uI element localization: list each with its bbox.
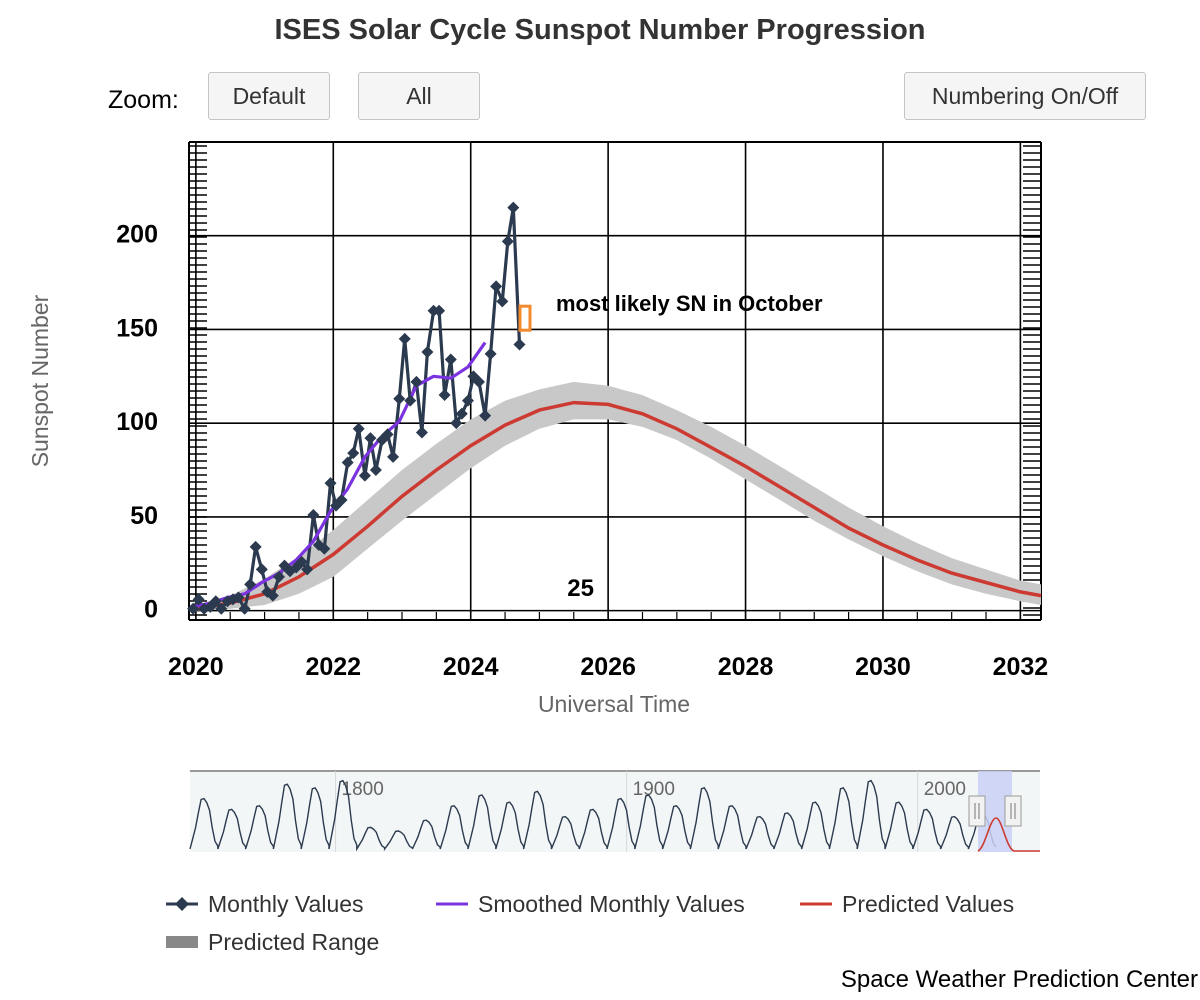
navigator-predicted-line — [977, 817, 1040, 852]
monthly-value-point — [341, 456, 354, 469]
monthly-values-line — [191, 206, 522, 611]
navigator[interactable]: 1800 1900 2000 — [189, 770, 1040, 852]
legend-label: Predicted Range — [208, 929, 379, 955]
plot-area[interactable]: 2020 2022 2024 2026 2028 2030 2032 0 50 100 150 200… — [27, 141, 1049, 717]
monthly-value-point — [318, 542, 331, 555]
monthly-value-point — [358, 469, 371, 482]
legend-item[interactable]: Monthly Values — [166, 891, 364, 917]
x-tick-label: 2022 — [305, 653, 361, 681]
monthly-value-point — [410, 375, 423, 388]
monthly-value-point — [438, 389, 451, 402]
monthly-value-point — [472, 375, 485, 388]
legend-item[interactable]: Predicted Range — [166, 929, 379, 955]
diamond-marker-icon — [175, 897, 189, 911]
numbering-toggle-button[interactable]: Numbering On/Off — [904, 72, 1146, 120]
navigator-label: 1900 — [633, 779, 675, 800]
monthly-value-point — [404, 394, 417, 407]
predicted-values-line — [195, 400, 1042, 611]
cycle-number-label: 25 — [567, 575, 594, 602]
monthly-value-point — [295, 555, 308, 568]
y-tick-label: 150 — [116, 314, 158, 342]
monthly-value-point — [192, 593, 205, 606]
monthly-value-point — [450, 417, 463, 430]
monthly-value-point — [496, 295, 509, 308]
monthly-value-point — [266, 589, 279, 602]
legend-label: Smoothed Monthly Values — [478, 891, 745, 917]
monthly-value-point — [484, 347, 497, 360]
monthly-value-point — [364, 432, 377, 445]
annotation-text: most likely SN in October — [556, 291, 823, 316]
credit-text: Space Weather Prediction Center — [840, 966, 1198, 993]
monthly-value-point — [352, 422, 365, 435]
monthly-value-point — [347, 447, 360, 460]
monthly-value-point — [209, 595, 222, 608]
monthly-value-point — [324, 477, 337, 490]
y-axis-title: Sunspot Number — [27, 294, 53, 467]
monthly-value-point — [501, 235, 514, 248]
monthly-value-point — [335, 494, 348, 507]
band-icon — [166, 936, 198, 948]
monthly-value-point — [513, 338, 526, 351]
monthly-value-point — [415, 426, 428, 439]
legend-label: Monthly Values — [208, 891, 364, 917]
prediction-marker — [518, 304, 532, 332]
legend-item[interactable]: Predicted Values — [800, 891, 1014, 917]
monthly-value-point — [369, 464, 382, 477]
monthly-value-point — [215, 602, 228, 615]
x-tick-label: 2026 — [580, 653, 636, 681]
navigator-label: 2000 — [924, 779, 966, 800]
monthly-value-point — [461, 394, 474, 407]
monthly-value-point — [490, 280, 503, 293]
monthly-value-point — [398, 332, 411, 345]
x-axis-title: Universal Time — [538, 691, 690, 717]
monthly-value-point — [393, 392, 406, 405]
monthly-value-point — [187, 602, 200, 615]
handle-body — [968, 795, 986, 827]
monthly-value-point — [273, 570, 286, 583]
monthly-value-point — [433, 304, 446, 317]
navigator-handle-left[interactable] — [968, 795, 986, 827]
monthly-value-point — [249, 540, 262, 553]
monthly-value-point — [421, 345, 434, 358]
navigator-label: 1800 — [342, 779, 384, 800]
x-tick-label: 2028 — [718, 653, 774, 681]
y-tick-label: 50 — [130, 502, 158, 530]
x-tick-label: 2032 — [993, 653, 1049, 681]
monthly-value-point — [232, 591, 245, 604]
y-tick-label: 200 — [116, 221, 158, 249]
predicted-range-band — [195, 381, 1041, 611]
monthly-value-point — [507, 201, 520, 214]
x-tick-label: 2024 — [443, 653, 499, 681]
monthly-value-point — [444, 353, 457, 366]
y-tick-label: 0 — [144, 596, 158, 624]
navigator-handle-right[interactable] — [1004, 795, 1022, 827]
legend-item[interactable]: Smoothed Monthly Values — [436, 891, 745, 917]
monthly-value-point — [238, 602, 251, 615]
zoom-all-button[interactable]: All — [358, 72, 480, 120]
monthly-value-point — [307, 509, 320, 522]
monthly-value-point — [255, 563, 268, 576]
navigator-history-line — [189, 779, 997, 852]
x-tick-label: 2030 — [855, 653, 911, 681]
monthly-value-point — [455, 407, 468, 420]
monthly-value-point — [479, 409, 492, 422]
monthly-value-point — [244, 578, 257, 591]
x-tick-label: 2020 — [168, 653, 224, 681]
monthly-value-point — [381, 428, 394, 441]
legend-label: Predicted Values — [842, 891, 1014, 917]
handle-body — [1004, 795, 1022, 827]
monthly-value-point — [301, 563, 314, 576]
monthly-value-point — [387, 450, 400, 463]
chart-title: ISES Solar Cycle Sunspot Number Progress… — [274, 14, 926, 46]
zoom-label: Zoom: — [108, 86, 179, 114]
legend: Monthly Values Smoothed Monthly Values Pre… — [166, 891, 1014, 955]
y-tick-label: 100 — [116, 408, 158, 436]
zoom-default-button[interactable]: Default — [208, 72, 330, 120]
